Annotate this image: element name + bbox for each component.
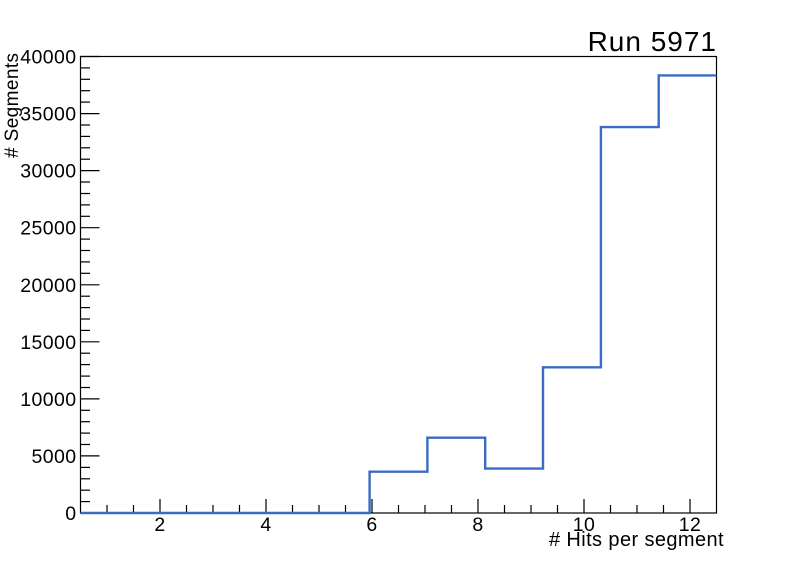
x-tick-label: 8 xyxy=(472,514,483,536)
y-tick-label: 30000 xyxy=(20,161,76,183)
x-tick-label: 4 xyxy=(260,514,271,536)
histogram-line xyxy=(80,74,717,515)
x-tick-label: 10 xyxy=(573,514,596,536)
y-tick-label: 0 xyxy=(65,503,76,525)
y-tick-label: 35000 xyxy=(20,104,76,126)
chart-title: Run 5971 xyxy=(587,26,717,57)
plot-frame xyxy=(79,55,718,514)
y-tick-label: 20000 xyxy=(20,275,76,297)
y-tick-label: 25000 xyxy=(20,218,76,240)
y-axis-title: # Segments xyxy=(2,52,23,158)
y-tick-label: 15000 xyxy=(20,332,76,354)
y-tick-label: 5000 xyxy=(32,446,77,468)
x-axis-title: # Hits per segment xyxy=(548,529,724,551)
x-tick-label: 2 xyxy=(154,514,165,536)
x-tick-label: 12 xyxy=(679,514,702,536)
y-tick-label: 10000 xyxy=(20,389,76,411)
y-tick-label: 40000 xyxy=(20,47,76,69)
x-tick-label: 6 xyxy=(366,514,377,536)
